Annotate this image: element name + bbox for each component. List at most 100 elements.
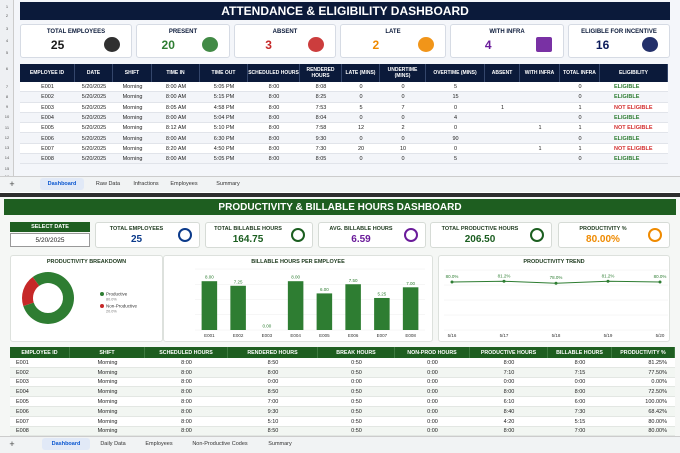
sheet-tab[interactable]: Non-Productive Codes <box>192 441 248 447</box>
table-cell: 7:15 <box>574 369 586 376</box>
table-cell: 77.50% <box>648 369 667 376</box>
table-cell: 8:50 <box>267 428 279 435</box>
tab-bar <box>0 176 680 192</box>
kpi-icon <box>291 228 305 242</box>
kpi-label: TOTAL PRODUCTIVE HOURS <box>441 225 519 232</box>
table-cell: E006 <box>41 135 54 142</box>
table-cell: 0 <box>401 94 405 101</box>
table-cell: 4 <box>453 115 458 122</box>
table-cell: 0:00 <box>427 408 438 415</box>
table-cell: 0 <box>453 125 458 132</box>
kpi-label: PRODUCTIVITY % <box>579 225 627 232</box>
sheet-tab[interactable]: Daily Data <box>100 441 126 447</box>
sheet-tab[interactable]: Summary <box>216 181 240 187</box>
table-cell: 8:00 <box>503 359 515 366</box>
table-cell: 0:00 <box>267 379 279 386</box>
table-cell: E003 <box>41 104 54 111</box>
table-cell: Morning <box>122 104 143 111</box>
table-cell: E003 <box>16 379 29 386</box>
table-cell: Morning <box>122 115 143 122</box>
sheet-tab[interactable]: Employees <box>170 181 198 187</box>
table-cell: E008 <box>16 428 29 435</box>
table-cell: 7 <box>401 104 405 111</box>
add-sheet: + <box>9 179 15 189</box>
table-cell: 0 <box>359 135 363 142</box>
sheet-tab[interactable]: Raw Data <box>95 181 121 187</box>
table-row <box>20 102 668 113</box>
table-header: ABSENT <box>485 64 520 82</box>
table-row <box>20 112 668 124</box>
table-cell: 0 <box>578 156 582 163</box>
table-cell: 72.50% <box>648 389 667 396</box>
table-cell: 5:10 PM <box>213 125 235 132</box>
kpi-icon <box>642 37 658 52</box>
date-input[interactable]: 5/20/2025 <box>10 233 90 247</box>
dashboard-title: ATTENDANCE & ELIGIBILITY DASHBOARD <box>20 2 670 20</box>
sheet-tab[interactable]: Dashboard <box>40 178 84 190</box>
row-number: 1 <box>5 3 9 9</box>
table-cell: 8:00 AM <box>165 94 187 101</box>
table-header: SCHEDULED HOURS <box>248 64 300 82</box>
table-cell: ELIGIBLE <box>614 135 640 142</box>
table-cell: 5:05 PM <box>213 156 235 163</box>
table-cell: 0:00 <box>574 379 586 386</box>
table-cell: 7:00 <box>574 428 586 435</box>
table-row <box>20 133 668 144</box>
table-cell: E004 <box>41 115 54 122</box>
kpi-value: 25 <box>130 234 143 245</box>
table-cell: E005 <box>16 399 29 406</box>
table-cell: 0:00 <box>427 379 438 386</box>
table-cell: 8:00 AM <box>165 115 187 122</box>
row-number: 6 <box>5 65 9 71</box>
table-header: EMPLOYEE ID <box>10 347 70 358</box>
sheet-tab[interactable]: Summary <box>268 441 292 447</box>
table-cell: 20 <box>357 145 365 152</box>
table-cell: 8:00 <box>181 399 192 406</box>
table-cell: 5 <box>453 84 458 91</box>
table-cell: 0 <box>578 84 582 91</box>
table-cell: 0 <box>359 115 363 122</box>
table-cell: 6:00 <box>574 399 586 406</box>
table-cell: 5:04 PM <box>213 115 235 122</box>
table-cell: ELIGIBLE <box>614 156 640 163</box>
table-cell: 7:30 <box>315 145 327 152</box>
table-header: PRODUCTIVITY % <box>612 347 675 358</box>
table-cell: Morning <box>97 408 118 415</box>
row-number: 5 <box>5 49 9 55</box>
table-row <box>10 367 675 378</box>
row-number: 9 <box>5 103 9 109</box>
chart-panel <box>163 255 433 342</box>
table-cell: 8:00 <box>181 379 192 386</box>
table-cell: 8:50 <box>267 359 279 366</box>
table-cell: 0:50 <box>351 408 362 415</box>
row-number: 13 <box>4 144 10 150</box>
table-cell: NOT ELIGIBLE <box>614 104 653 111</box>
table-cell: Morning <box>97 369 118 376</box>
table-cell: 12 <box>357 125 365 132</box>
kpi-value: 4 <box>484 38 492 52</box>
table-cell: 0 <box>359 156 363 163</box>
table-row <box>20 82 668 93</box>
kpi-icon <box>404 228 418 242</box>
sheet-tab[interactable]: Employees <box>145 441 173 447</box>
row-header <box>0 0 14 176</box>
sheet-tab[interactable]: Dashboard <box>42 438 90 450</box>
date-label: SELECT DATE <box>10 222 90 232</box>
table-cell: 5/20/2025 <box>81 135 107 142</box>
kpi-label: WITH INFRA <box>489 28 525 35</box>
sheet-tab[interactable]: Infractions <box>133 181 159 187</box>
table-cell: 5/20/2025 <box>81 84 107 91</box>
table-cell: Morning <box>122 135 143 142</box>
table-header: EMPLOYEE ID <box>20 64 75 82</box>
table-header: SHIFT <box>70 347 145 358</box>
row-number: 10 <box>4 113 10 119</box>
kpi-card <box>205 222 313 248</box>
kpi-value: 164.75 <box>232 234 264 245</box>
table-cell: 8:00 <box>268 135 280 142</box>
table-cell: 90 <box>452 135 459 142</box>
chart-title: PRODUCTIVITY TREND <box>523 258 585 265</box>
table-row <box>20 154 668 165</box>
table-cell: 81.25% <box>648 359 667 366</box>
table-cell: 0 <box>401 156 405 163</box>
row-number: 14 <box>4 154 10 160</box>
